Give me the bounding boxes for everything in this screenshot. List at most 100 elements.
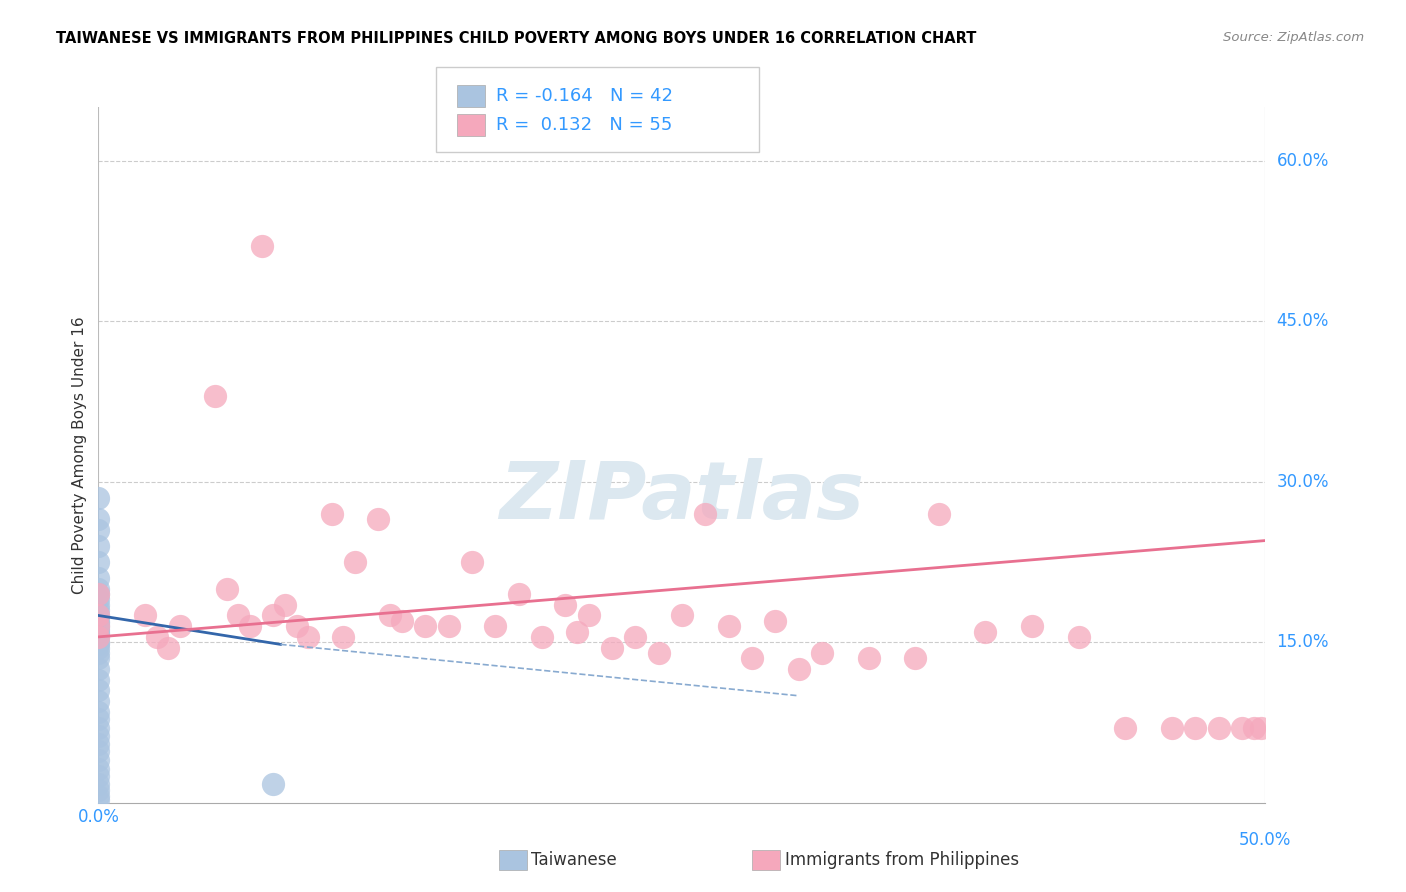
Text: R =  0.132   N = 55: R = 0.132 N = 55 [496, 116, 672, 135]
Point [87, 587, 110, 601]
Point [1114, 721, 1136, 735]
Point [1230, 721, 1253, 735]
Point [262, 776, 284, 790]
Point [87, 762, 110, 776]
Point [297, 630, 319, 644]
Point [87, 730, 110, 744]
Point [461, 555, 484, 569]
Point [647, 646, 669, 660]
Point [378, 608, 402, 623]
Point [413, 619, 436, 633]
Point [87, 694, 110, 708]
Point [87, 640, 110, 655]
Point [695, 507, 717, 521]
Point [87, 624, 110, 639]
Point [87, 646, 110, 660]
Point [87, 614, 110, 628]
Text: 30.0%: 30.0% [1277, 473, 1329, 491]
Point [437, 619, 460, 633]
Point [87, 491, 110, 505]
Point [87, 608, 110, 623]
Point [87, 603, 110, 617]
Point [741, 651, 763, 665]
Text: 50.0%: 50.0% [1239, 830, 1292, 848]
Point [87, 608, 110, 623]
Point [87, 783, 110, 797]
Point [1184, 721, 1206, 735]
Point [87, 626, 110, 640]
Point [87, 571, 110, 585]
Point [87, 523, 110, 537]
Point [554, 598, 576, 612]
Point [274, 598, 297, 612]
Point [204, 389, 226, 403]
Point [87, 737, 110, 751]
Point [344, 555, 367, 569]
Point [87, 776, 110, 790]
Point [146, 630, 169, 644]
Point [600, 640, 623, 655]
Point [87, 592, 110, 607]
Point [1161, 721, 1184, 735]
Point [87, 792, 110, 806]
Text: Immigrants from Philippines: Immigrants from Philippines [785, 851, 1019, 869]
Point [87, 598, 110, 612]
Point [87, 630, 110, 644]
Y-axis label: Child Poverty Among Boys Under 16: Child Poverty Among Boys Under 16 [72, 316, 87, 594]
Text: Source: ZipAtlas.com: Source: ZipAtlas.com [1223, 31, 1364, 45]
Point [157, 640, 180, 655]
Point [578, 608, 600, 623]
Text: Taiwanese: Taiwanese [531, 851, 617, 869]
Point [134, 608, 156, 623]
Point [87, 744, 110, 758]
Point [87, 539, 110, 553]
Point [87, 651, 110, 665]
Point [87, 619, 110, 633]
Point [87, 637, 110, 651]
Point [87, 769, 110, 783]
Point [250, 239, 273, 253]
Point [262, 608, 284, 623]
Text: 45.0%: 45.0% [1277, 312, 1329, 330]
Point [87, 789, 110, 804]
Point [285, 619, 308, 633]
Point [858, 651, 880, 665]
Point [530, 630, 553, 644]
Point [565, 624, 588, 639]
Point [215, 582, 238, 596]
Text: 60.0%: 60.0% [1277, 152, 1329, 169]
Point [87, 619, 110, 633]
Point [624, 630, 647, 644]
Point [928, 507, 950, 521]
Point [391, 614, 413, 628]
Point [169, 619, 191, 633]
Point [87, 673, 110, 687]
Point [87, 623, 110, 637]
Point [1067, 630, 1090, 644]
Point [87, 582, 110, 596]
Point [87, 615, 110, 630]
Point [87, 630, 110, 644]
Point [87, 683, 110, 698]
Point [787, 662, 810, 676]
Point [904, 651, 927, 665]
Point [87, 753, 110, 767]
Point [671, 608, 693, 623]
Point [1021, 619, 1043, 633]
Point [763, 614, 786, 628]
Point [484, 619, 506, 633]
Point [87, 662, 110, 676]
Point [239, 619, 262, 633]
Point [87, 555, 110, 569]
Point [717, 619, 740, 633]
Point [87, 635, 110, 649]
Point [1208, 721, 1230, 735]
Point [321, 507, 343, 521]
Point [332, 630, 354, 644]
Point [1250, 721, 1272, 735]
Point [811, 646, 834, 660]
Point [87, 721, 110, 735]
Point [367, 512, 389, 526]
Point [228, 608, 250, 623]
Point [508, 587, 530, 601]
